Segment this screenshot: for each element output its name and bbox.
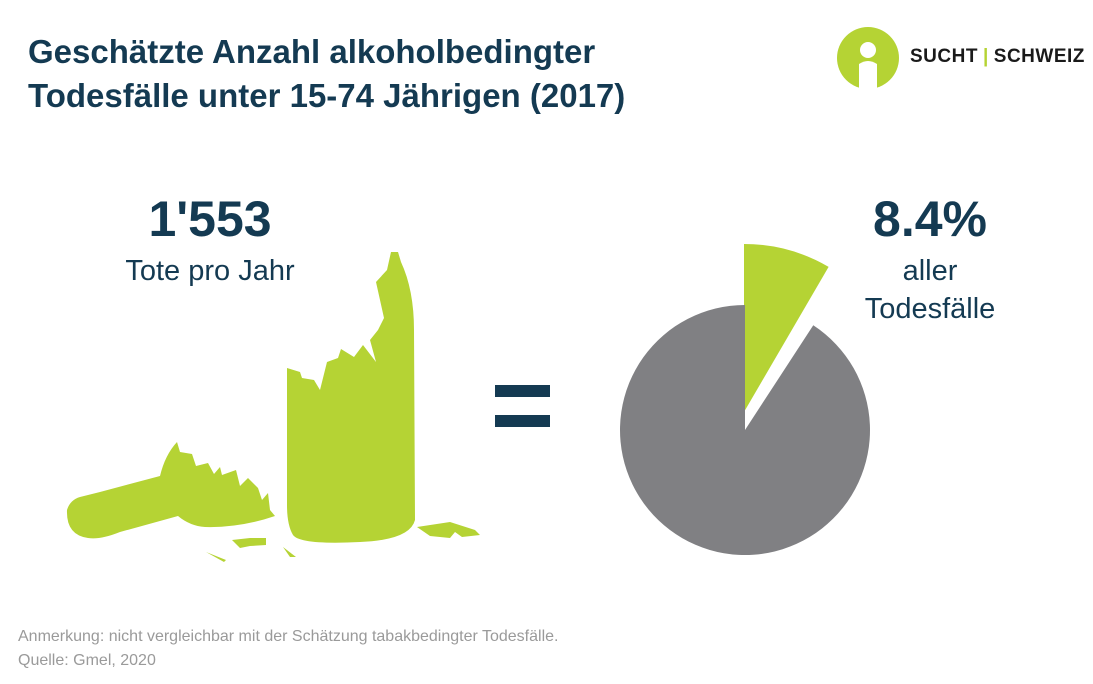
source: Quelle: Gmel, 2020: [18, 652, 156, 669]
broken-glass-icon: [66, 252, 480, 562]
share-label-line-1: aller: [902, 255, 958, 287]
title-line-1: Geschätzte Anzahl alkoholbedingter: [28, 33, 596, 70]
equals-bar-top: [495, 385, 550, 397]
deaths-label: Tote pro Jahr: [125, 255, 295, 287]
deaths-value: 1'553: [148, 191, 272, 247]
sucht-schweiz-logo: SUCHT | SCHWEIZ: [836, 26, 1086, 90]
share-label: aller Todesfälle: [830, 252, 1030, 328]
share-value: 8.4%: [873, 191, 987, 247]
logo-text: SUCHT | SCHWEIZ: [910, 46, 1085, 67]
logo-icon: [837, 27, 899, 90]
footnote: Anmerkung: nicht vergleichbar mit der Sc…: [18, 628, 559, 645]
page-title: Geschätzte Anzahl alkoholbedingter Todes…: [28, 30, 625, 118]
share-label-line-2: Todesfälle: [864, 293, 996, 325]
pie-slice-0: [744, 244, 829, 412]
pie-slice-1: [620, 305, 870, 556]
title-line-2: Todesfälle unter 15-74 Jährigen (2017): [28, 77, 626, 114]
equals-bar-bottom: [495, 415, 550, 427]
